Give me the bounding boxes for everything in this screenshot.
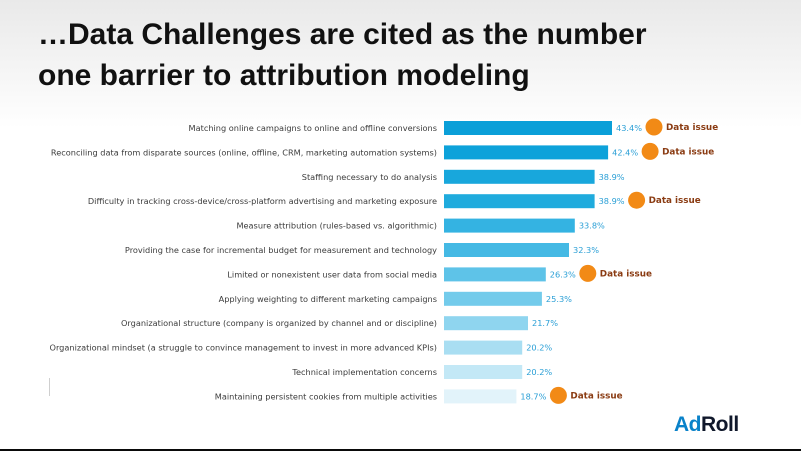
bar xyxy=(444,267,546,282)
value-label: 18.7% xyxy=(520,391,546,401)
value-label: 38.9% xyxy=(599,196,625,206)
category-label: Staffing necessary to do analysis xyxy=(302,172,437,182)
category-label: Organizational structure (company is org… xyxy=(121,318,437,328)
category-label: Technical implementation concerns xyxy=(291,367,437,377)
category-label: Providing the case for incremental budge… xyxy=(125,245,437,255)
value-label: 26.3% xyxy=(550,269,576,279)
slide-title: …Data Challenges are cited as the number… xyxy=(38,14,778,96)
logo-ad: Ad xyxy=(674,413,702,436)
value-label: 25.3% xyxy=(546,294,572,304)
category-label: Difficulty in tracking cross-device/cros… xyxy=(88,196,437,206)
category-label: Matching online campaigns to online and … xyxy=(189,123,437,133)
value-label: 20.2% xyxy=(526,367,552,377)
title-line-1: …Data Challenges are cited as the number xyxy=(38,18,647,51)
value-label: 38.9% xyxy=(599,172,625,182)
bar xyxy=(444,316,528,331)
bar xyxy=(444,389,517,404)
title-band xyxy=(0,0,801,128)
data-issue-label: Data issue xyxy=(600,269,652,279)
value-label: 43.4% xyxy=(616,123,642,133)
data-issue-label: Data issue xyxy=(662,147,714,157)
value-label: 21.7% xyxy=(532,318,558,328)
category-label: Measure attribution (rules-based vs. alg… xyxy=(236,221,437,231)
bar xyxy=(444,121,612,135)
category-label: Organizational mindset (a struggle to co… xyxy=(50,343,437,353)
category-label: Applying weighting to different marketin… xyxy=(219,294,437,304)
category-label: Limited or nonexistent user data from so… xyxy=(227,269,437,279)
axis-tick xyxy=(49,378,50,396)
data-issue-marker xyxy=(579,264,597,282)
data-issue-label: Data issue xyxy=(570,391,622,401)
data-issue-marker xyxy=(628,191,646,209)
data-issue-label: Data issue xyxy=(649,196,701,206)
bar xyxy=(444,169,595,184)
value-label: 32.3% xyxy=(573,245,599,255)
value-label: 42.4% xyxy=(612,147,638,157)
adroll-logo: AdRoll xyxy=(674,413,739,437)
value-label: 20.2% xyxy=(526,343,552,353)
bottom-rule xyxy=(0,449,801,451)
category-label: Reconciling data from disparate sources … xyxy=(51,147,437,157)
data-issue-marker xyxy=(645,118,663,136)
bar xyxy=(444,243,569,257)
category-label: Maintaining persistent cookies from mult… xyxy=(215,391,437,401)
data-issue-marker xyxy=(641,142,659,160)
bar xyxy=(444,291,542,306)
bar xyxy=(444,365,523,379)
data-issue-marker xyxy=(549,386,567,404)
value-label: 33.8% xyxy=(579,221,605,231)
logo-roll: Roll xyxy=(701,413,739,436)
bar xyxy=(444,194,595,209)
title-line-2: one barrier to attribution modeling xyxy=(38,59,530,92)
bar xyxy=(444,145,609,160)
data-issue-label: Data issue xyxy=(666,123,718,133)
bar xyxy=(444,340,523,355)
bar xyxy=(444,218,575,233)
